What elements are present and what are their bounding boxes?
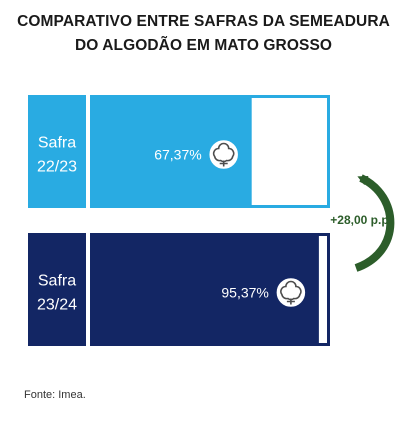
cotton-boll-icon [280, 280, 302, 301]
chart-title-line-1: COMPARATIVO ENTRE SAFRAS DA SEMEADURA [17, 13, 390, 30]
value-label-safra-23-24: 95,37% [221, 285, 268, 301]
category-box-safra-23-24 [28, 233, 86, 346]
cotton-stem-icon [286, 298, 295, 305]
cotton-icon-badge-safra-22-23 [207, 138, 240, 171]
difference-arrow [354, 174, 395, 272]
category-label-safra-22-23-line-2: 22/23 [37, 159, 77, 176]
chart-title-line-2: DO ALGODÃO EM MATO GROSSO [74, 37, 333, 54]
category-box-safra-22-23 [28, 95, 86, 208]
category-label-safra-22-23-line-1: Safra [38, 135, 76, 152]
cotton-stem-icon [219, 160, 228, 167]
difference-label: +28,00 p.p. [330, 213, 392, 227]
category-label-safra-23-24-line-2: 23/24 [37, 297, 77, 314]
value-label-safra-22-23: 67,37% [154, 147, 201, 163]
category-label-safra-23-24-line-1: Safra [38, 273, 76, 290]
cotton-icon-badge-safra-23-24 [275, 276, 307, 309]
source-note: Fonte: Imea. [24, 389, 86, 401]
cotton-boll-icon [212, 142, 235, 163]
